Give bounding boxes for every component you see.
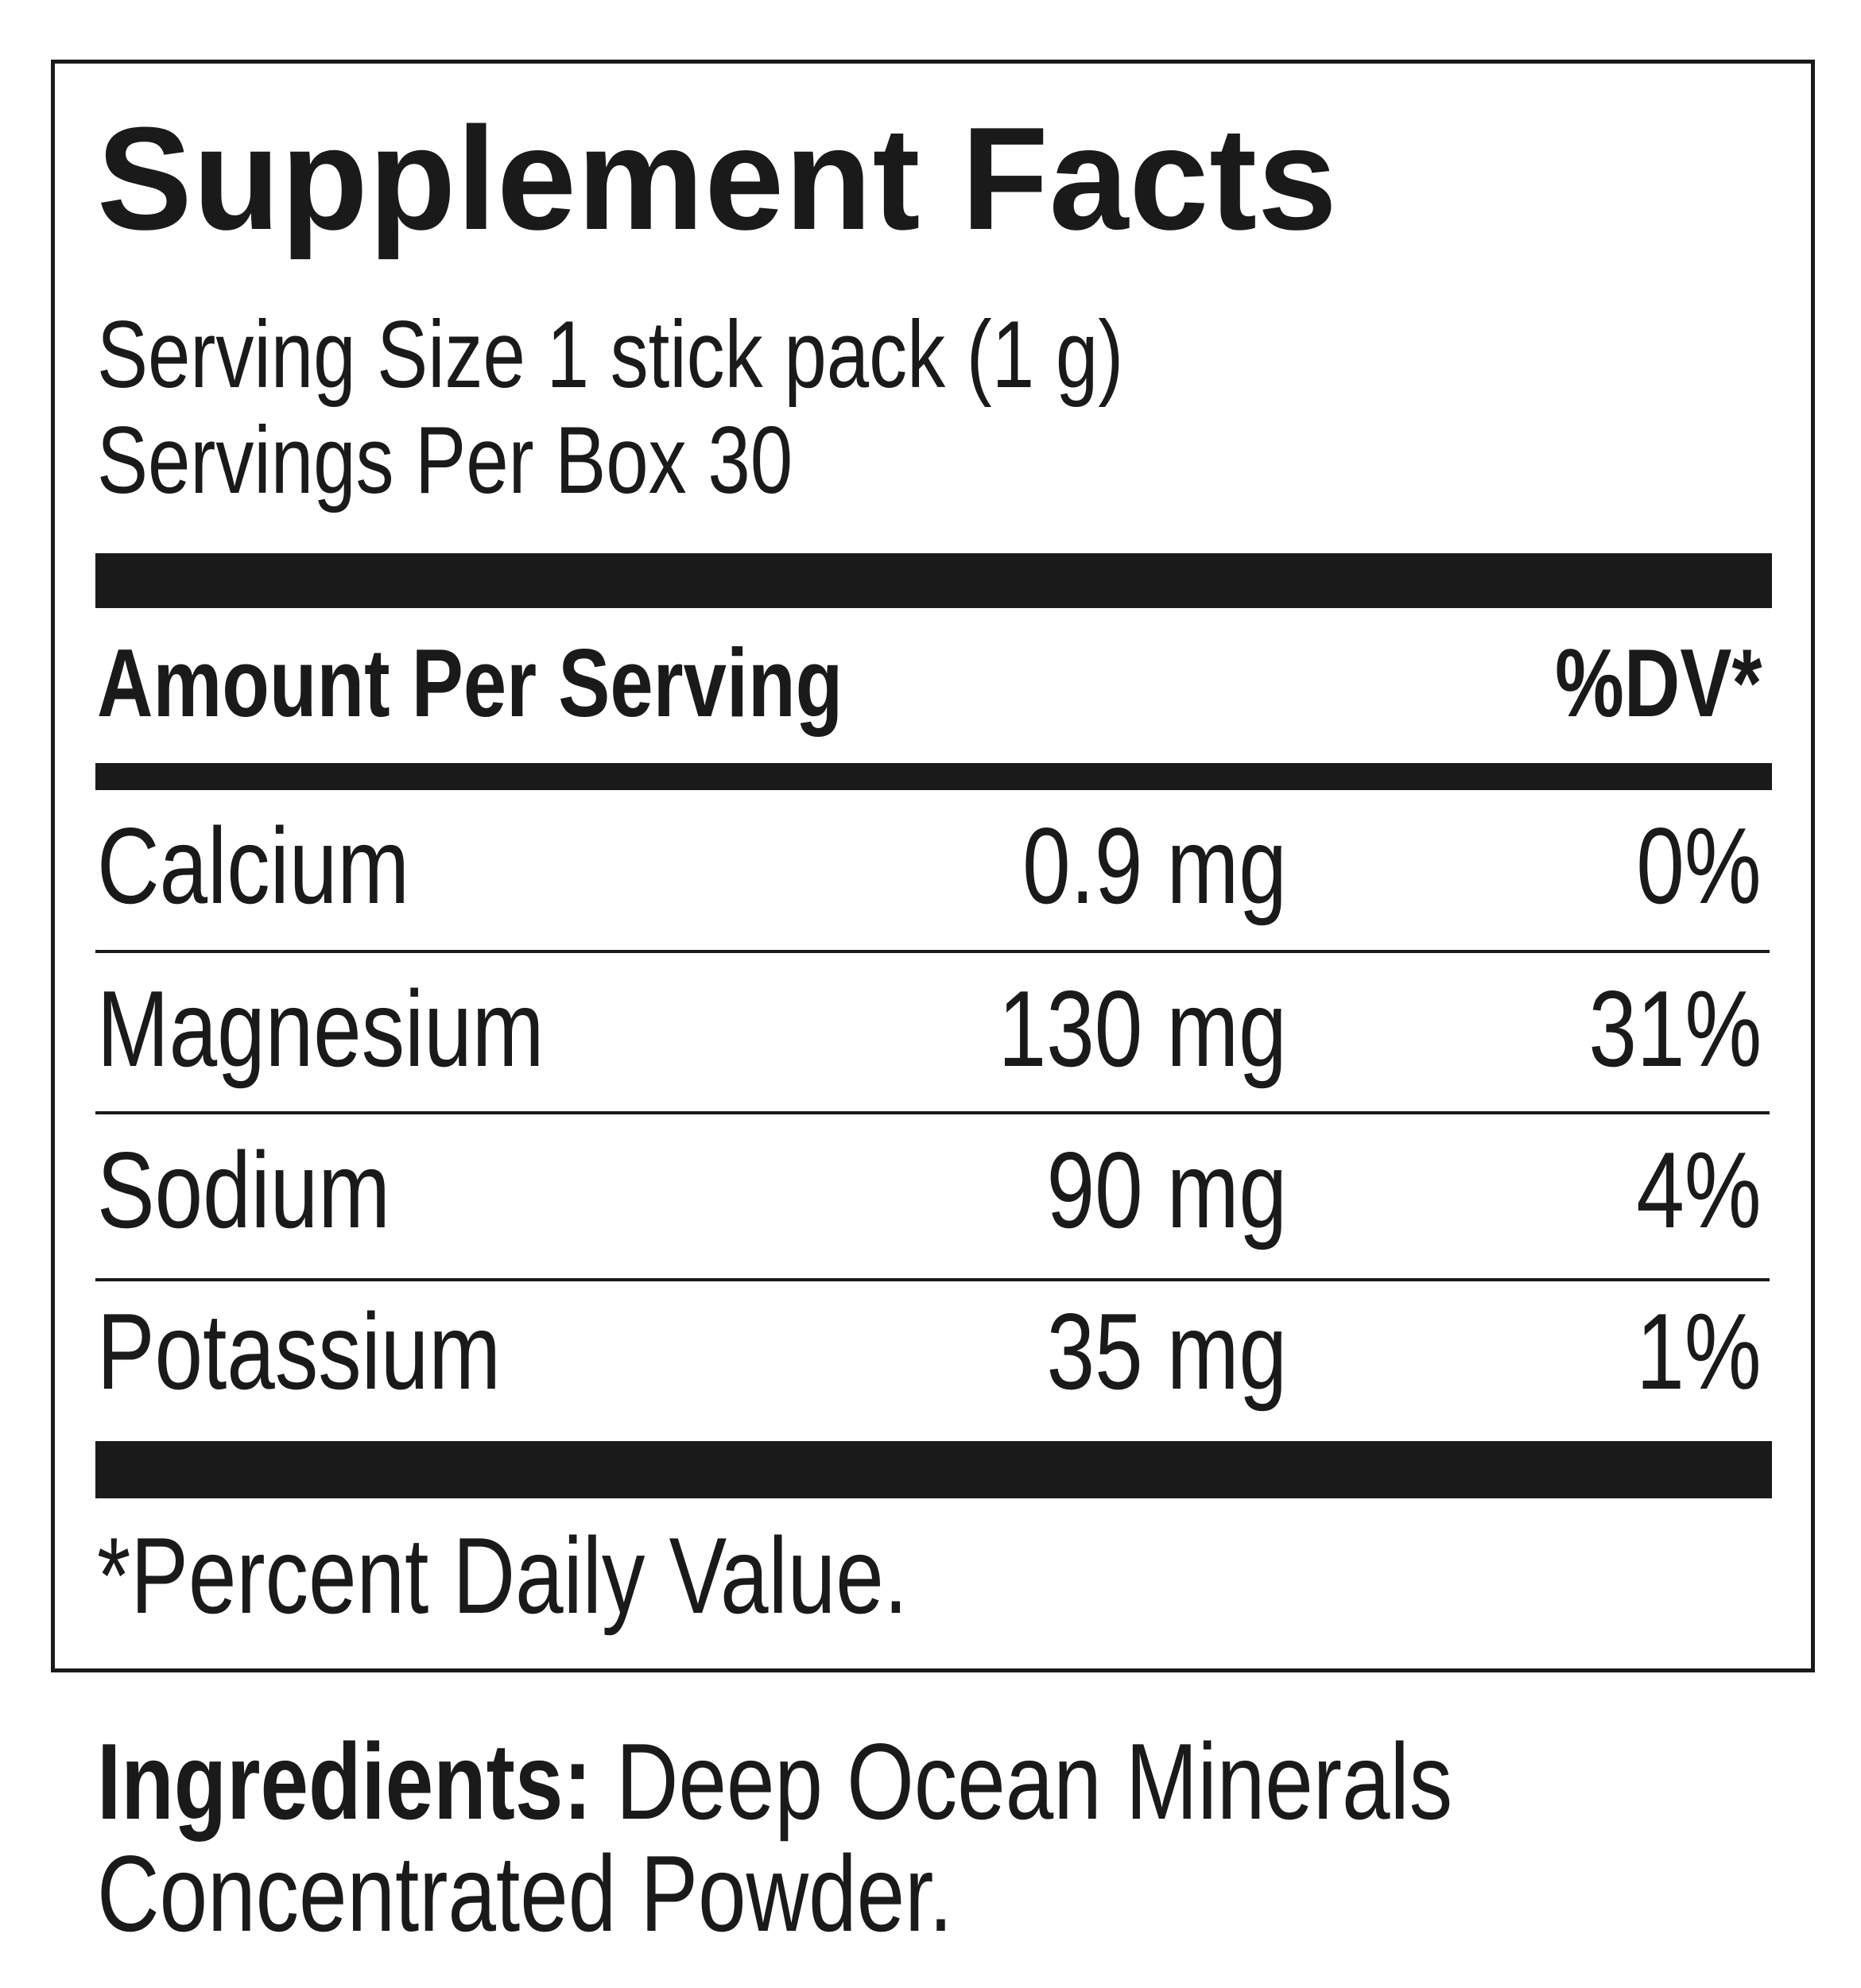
- nutrient-dv: 0%: [1636, 805, 1762, 926]
- nutrient-amount: 0.9 mg: [1022, 805, 1287, 926]
- nutrient-dv: 31%: [1588, 968, 1762, 1089]
- nutrient-name: Calcium: [97, 805, 409, 926]
- serving-size: Serving Size 1 stick pack (1 g): [97, 301, 1124, 408]
- thick-divider: [95, 553, 1772, 608]
- nutrient-name: Sodium: [97, 1130, 390, 1250]
- amount-per-serving-header: Amount Per Serving: [97, 629, 843, 737]
- row-divider: [95, 950, 1770, 953]
- ingredients-label: Ingredients:: [97, 1721, 592, 1842]
- thick-divider: [95, 1441, 1772, 1498]
- supplement-facts-panel: [51, 60, 1815, 1672]
- nutrient-dv: 4%: [1636, 1130, 1762, 1250]
- nutrient-name: Magnesium: [97, 968, 545, 1089]
- nutrient-name: Potassium: [97, 1291, 501, 1412]
- medium-divider: [95, 763, 1772, 790]
- footnote: *Percent Daily Value.: [97, 1515, 908, 1636]
- panel-title: Supplement Facts: [97, 96, 1338, 260]
- nutrient-amount: 90 mg: [1046, 1130, 1287, 1250]
- nutrient-amount: 130 mg: [998, 968, 1287, 1089]
- ingredients-line-1: Ingredients: Deep Ocean Minerals: [97, 1727, 1452, 1835]
- nutrient-dv: 1%: [1636, 1291, 1762, 1412]
- servings-per-container: Servings Per Box 30: [97, 407, 793, 513]
- dv-header: %DV*: [1554, 629, 1762, 737]
- nutrient-amount: 35 mg: [1046, 1291, 1287, 1412]
- row-divider: [95, 1111, 1770, 1114]
- row-divider: [95, 1278, 1770, 1281]
- ingredients-line-2: Concentrated Powder.: [97, 1833, 953, 1954]
- ingredients-text: Deep Ocean Minerals: [591, 1721, 1453, 1842]
